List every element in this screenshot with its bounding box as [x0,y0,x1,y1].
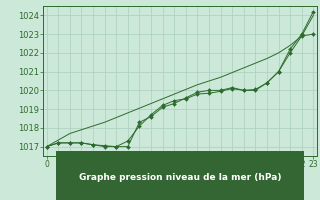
X-axis label: Graphe pression niveau de la mer (hPa): Graphe pression niveau de la mer (hPa) [79,173,281,182]
